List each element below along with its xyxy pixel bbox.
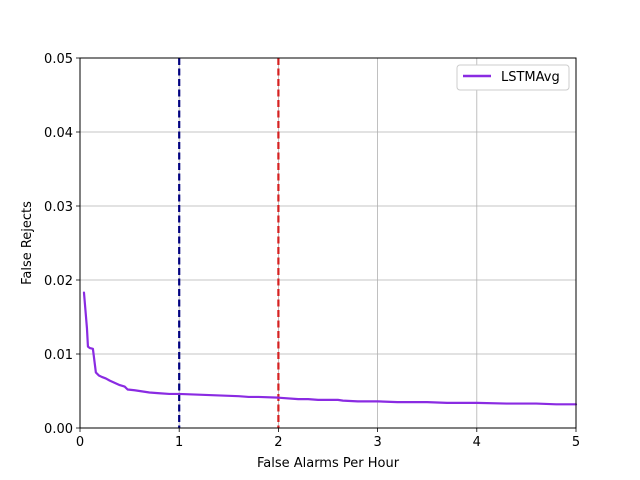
y-tick-label-4: 0.04 [44, 126, 73, 141]
y-tick-label-2: 0.02 [44, 274, 73, 289]
plot-frame [79, 57, 577, 429]
x-tick-label-4: 4 [473, 435, 481, 450]
grid [79, 57, 577, 429]
x-tick-label-5: 5 [572, 435, 580, 450]
y-tick-label-1: 0.01 [44, 348, 73, 363]
series-line-0 [82, 291, 578, 406]
y-tick-label-0: 0.00 [44, 422, 73, 437]
legend-box [456, 64, 570, 91]
y-tick-label-5: 0.05 [44, 52, 73, 67]
reference-lines [178, 58, 280, 428]
x-tick-label-1: 1 [175, 435, 183, 450]
legend: LSTMAvg [456, 64, 570, 91]
x-tick-label-0: 0 [76, 435, 84, 450]
x-axis-ticks: 0 1 2 3 4 5 [76, 428, 580, 450]
y-axis-label: False Rejects [20, 201, 35, 285]
series-layer [82, 291, 578, 406]
y-axis-ticks: 0.00 0.01 0.02 0.03 0.04 0.05 [44, 52, 80, 437]
x-tick-label-2: 2 [274, 435, 282, 450]
y-tick-label-3: 0.03 [44, 200, 73, 215]
legend-label-lstmavg: LSTMAvg [501, 70, 560, 85]
x-tick-label-3: 3 [373, 435, 381, 450]
x-axis-label: False Alarms Per Hour [257, 456, 400, 471]
